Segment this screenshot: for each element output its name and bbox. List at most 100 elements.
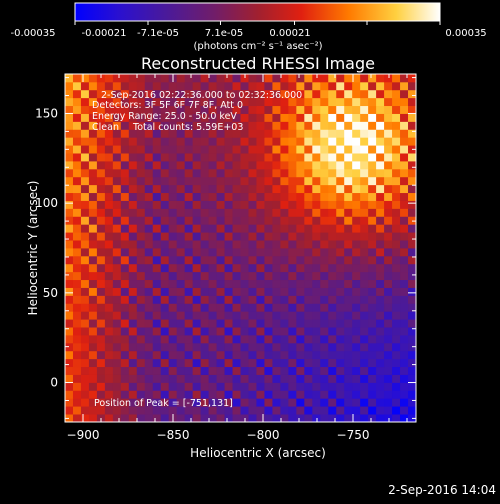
heatmap-cell [360, 414, 369, 422]
heatmap-cell [360, 366, 369, 375]
heatmap-cell [400, 350, 409, 360]
heatmap-cell [312, 248, 321, 257]
heatmap-cell [304, 232, 313, 241]
heatmap-cell [152, 208, 162, 217]
heatmap-cell [88, 287, 98, 296]
heatmap-cell [112, 74, 122, 83]
heatmap-cell [120, 382, 130, 391]
heatmap-cell [368, 295, 377, 304]
heatmap-cell [240, 287, 249, 296]
heatmap-cell [320, 271, 329, 281]
heatmap-cell [224, 153, 233, 162]
heatmap-cell [328, 255, 337, 265]
heatmap-cell [400, 232, 409, 241]
heatmap-cell [104, 319, 114, 328]
heatmap-cell [384, 350, 393, 360]
heatmap-cell [104, 248, 114, 257]
heatmap-cell [88, 105, 98, 114]
heatmap-cell [280, 224, 289, 233]
heatmap-cell [104, 279, 114, 288]
heatmap-cell [152, 350, 162, 360]
heatmap-cell [168, 113, 178, 122]
heatmap-cell [400, 121, 409, 130]
x-tick-label: −850 [157, 428, 190, 442]
heatmap-cell [184, 216, 194, 225]
heatmap-cell [168, 129, 178, 138]
heatmap-cell [392, 287, 401, 296]
heatmap-cell [184, 113, 194, 122]
heatmap-cell [96, 342, 106, 352]
heatmap-cell [144, 327, 154, 336]
heatmap-cell [248, 168, 257, 178]
heatmap-cell [208, 382, 217, 391]
heatmap-cell [224, 311, 233, 320]
heatmap-cell [184, 200, 194, 209]
heatmap-cell [144, 184, 154, 194]
heatmap-cell [328, 129, 337, 138]
heatmap-cell [408, 319, 416, 328]
heatmap-cell [344, 390, 353, 399]
heatmap-cell [272, 374, 281, 383]
heatmap-cell [408, 271, 416, 281]
heatmap-cell [192, 263, 202, 273]
heatmap-cell [80, 97, 90, 107]
heatmap-cell [360, 255, 369, 265]
heatmap-cell [312, 74, 321, 83]
heatmap-cell [88, 161, 98, 170]
heatmap-cell [280, 200, 289, 209]
heatmap-cell [240, 184, 249, 194]
heatmap-cell [320, 200, 329, 209]
heatmap-cell [80, 342, 90, 352]
heatmap-cell [352, 335, 361, 344]
heatmap-cell [384, 200, 393, 209]
heatmap-cell [336, 74, 345, 83]
heatmap-cell [72, 398, 82, 407]
heatmap-cell [368, 319, 377, 328]
heatmap-cell [336, 287, 345, 296]
heatmap-cell [160, 89, 170, 99]
heatmap-cell [352, 342, 361, 352]
heatmap-cell [264, 240, 273, 249]
heatmap-cell [360, 184, 369, 194]
heatmap-cell [144, 232, 154, 241]
heatmap-cell [88, 208, 98, 217]
heatmap-cell [200, 319, 209, 328]
heatmap-cell [320, 240, 329, 249]
heatmap-cell [288, 358, 297, 368]
heatmap-cell [80, 184, 90, 194]
heatmap-cell [328, 319, 337, 328]
heatmap-cell [176, 335, 186, 344]
heatmap-cell [120, 240, 130, 249]
heatmap-cell [240, 232, 249, 241]
heatmap-cell [200, 295, 209, 304]
heatmap-cell [232, 113, 241, 122]
heatmap-cell [112, 279, 122, 288]
heatmap-cell [288, 414, 297, 422]
heatmap-cell [96, 208, 106, 217]
heatmap-cell [104, 366, 114, 375]
heatmap-cell [144, 121, 154, 130]
heatmap-cell [400, 398, 409, 407]
heatmap-cell [192, 161, 202, 170]
heatmap-cell [328, 263, 337, 273]
heatmap-cell [376, 414, 385, 422]
heatmap-cell [128, 240, 138, 249]
heatmap-cell [248, 303, 257, 312]
heatmap-cell [104, 350, 114, 360]
heatmap-cell [352, 255, 361, 265]
heatmap-cell [128, 192, 138, 201]
heatmap-cell [312, 113, 321, 122]
heatmap-cell [280, 374, 289, 383]
heatmap-cell [304, 192, 313, 201]
heatmap-cell [312, 81, 321, 91]
heatmap-cell [120, 279, 130, 288]
heatmap-cell [120, 81, 130, 91]
heatmap-cell [160, 240, 170, 249]
heatmap-cell [200, 366, 209, 375]
heatmap-cell [200, 74, 209, 83]
heatmap-cell [216, 97, 225, 107]
heatmap-cell [312, 153, 321, 162]
heatmap-cell [296, 350, 305, 360]
heatmap-cell [288, 311, 297, 320]
